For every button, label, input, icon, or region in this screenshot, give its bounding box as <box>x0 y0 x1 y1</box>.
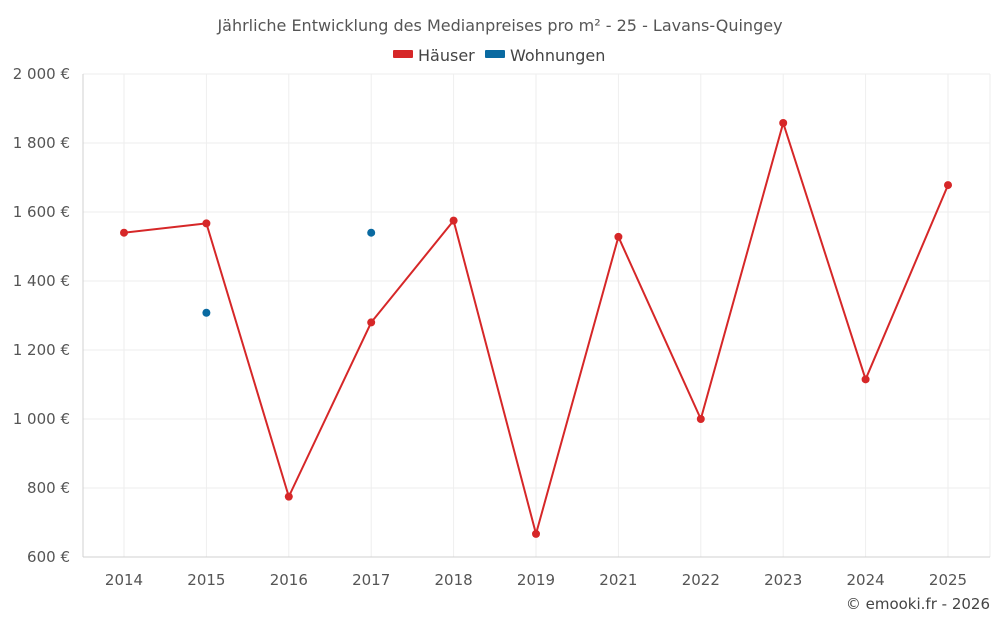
legend-label-wohnungen: Wohnungen <box>510 46 605 65</box>
x-tick-label: 2024 <box>847 571 885 589</box>
y-tick-label: 2 000 € <box>13 65 70 83</box>
series <box>120 118 952 538</box>
y-tick-label: 1 800 € <box>13 134 70 152</box>
legend-item-wohnungen[interactable]: Wohnungen <box>485 46 605 65</box>
data-point-wohnungen[interactable] <box>202 308 211 317</box>
x-tick-label: 2022 <box>682 571 720 589</box>
data-point-haeuser[interactable] <box>367 318 376 327</box>
data-point-haeuser[interactable] <box>202 219 211 228</box>
legend-label-haeuser: Häuser <box>418 46 475 65</box>
data-point-haeuser[interactable] <box>614 232 623 241</box>
data-point-haeuser[interactable] <box>284 492 293 501</box>
axes: 600 € 800 € 1 000 € 1 200 € 1 400 € 1 600 € 1 … <box>13 65 991 589</box>
x-tick-label: 2019 <box>517 571 555 589</box>
data-point-haeuser[interactable] <box>120 228 128 237</box>
x-tick-label: 2021 <box>599 571 637 589</box>
data-point-haeuser[interactable] <box>779 118 788 127</box>
x-tick-label: 2018 <box>435 571 473 589</box>
data-point-haeuser[interactable] <box>944 181 952 190</box>
data-point-haeuser[interactable] <box>696 415 705 423</box>
y-tick-label: 1 200 € <box>13 341 70 359</box>
credit-text: © emooki.fr - 2026 <box>846 595 990 613</box>
data-point-haeuser[interactable] <box>449 216 458 225</box>
data-point-wohnungen[interactable] <box>367 228 376 237</box>
data-point-haeuser[interactable] <box>861 375 870 384</box>
legend-swatch-haeuser <box>393 50 413 58</box>
y-tick-label: 1 400 € <box>13 272 70 290</box>
chart-title: Jährliche Entwicklung des Medianpreises … <box>216 16 782 35</box>
y-tick-label: 600 € <box>27 548 70 566</box>
y-tick-label: 1 000 € <box>13 410 70 428</box>
data-point-haeuser[interactable] <box>532 529 540 538</box>
x-tick-label: 2016 <box>270 571 308 589</box>
x-tick-label: 2014 <box>105 571 143 589</box>
y-tick-label: 800 € <box>27 479 70 497</box>
x-tick-label: 2017 <box>352 571 390 589</box>
legend-swatch-wohnungen <box>485 50 505 58</box>
x-tick-label: 2023 <box>764 571 802 589</box>
x-tick-label: 2015 <box>187 571 225 589</box>
grid <box>83 73 990 557</box>
y-tick-label: 1 600 € <box>13 203 70 221</box>
x-tick-label: 2025 <box>929 571 967 589</box>
legend: Häuser Wohnungen <box>393 46 605 65</box>
legend-item-haeuser[interactable]: Häuser <box>393 46 475 65</box>
